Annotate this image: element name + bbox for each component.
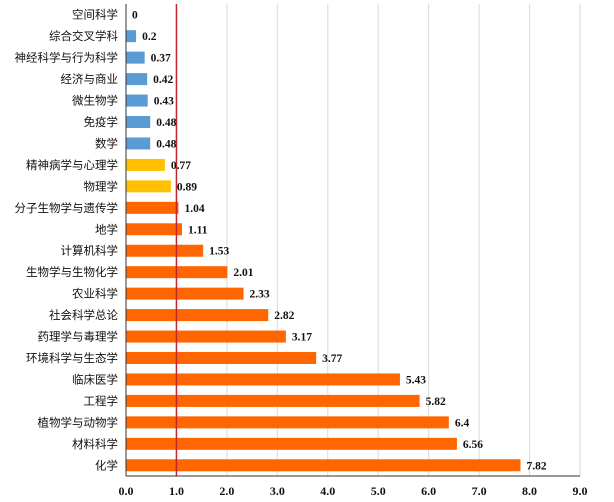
bar bbox=[126, 287, 244, 300]
labels-group: 0.0 1.0 2.0 3.0 4.0 5.0 6.0 7.0 8.0 9.0 空间科学 0 综合交叉学… bbox=[15, 8, 588, 498]
category-label: 数学 bbox=[95, 136, 118, 150]
value-label: 5.43 bbox=[406, 374, 426, 386]
value-label: 0.37 bbox=[151, 53, 171, 65]
x-tick-label: 7.0 bbox=[472, 484, 487, 498]
bar bbox=[126, 137, 151, 150]
category-label: 工程学 bbox=[84, 394, 119, 408]
value-label: 0.42 bbox=[153, 74, 173, 86]
category-label: 药理学与毒理学 bbox=[38, 330, 119, 344]
x-tick-label: 2.0 bbox=[219, 484, 234, 498]
category-label: 生物学与生物化学 bbox=[26, 265, 118, 279]
vertical-gridlines bbox=[175, 4, 581, 476]
value-label: 0.77 bbox=[171, 160, 191, 172]
value-label: 1.53 bbox=[209, 246, 229, 258]
category-label: 空间科学 bbox=[72, 8, 118, 22]
x-tick-label: 6.0 bbox=[421, 484, 436, 498]
bar bbox=[126, 73, 148, 86]
x-tick-label: 5.0 bbox=[371, 484, 386, 498]
category-label: 神经科学与行为科学 bbox=[15, 51, 119, 65]
category-label: 精神病学与心理学 bbox=[26, 158, 118, 172]
bar bbox=[126, 459, 521, 472]
category-label: 地学 bbox=[95, 222, 118, 236]
category-label: 物理学 bbox=[84, 179, 119, 193]
value-label: 3.17 bbox=[292, 332, 312, 344]
value-label: 6.56 bbox=[463, 439, 483, 451]
x-tick-label: 4.0 bbox=[320, 484, 335, 498]
bar bbox=[126, 309, 269, 322]
bar bbox=[126, 116, 151, 128]
bar bbox=[126, 244, 204, 257]
bar bbox=[126, 373, 400, 386]
value-label: 2.01 bbox=[233, 267, 253, 279]
category-label: 免疫学 bbox=[84, 115, 119, 129]
bars bbox=[126, 30, 521, 472]
bar bbox=[126, 158, 165, 171]
bar bbox=[126, 201, 179, 214]
bar bbox=[126, 437, 457, 450]
value-label: 3.77 bbox=[322, 353, 342, 365]
value-label: 1.11 bbox=[188, 224, 208, 236]
value-label: 2.82 bbox=[274, 310, 294, 322]
bar bbox=[126, 330, 286, 343]
x-tick-label: 8.0 bbox=[522, 484, 537, 498]
value-label: 5.82 bbox=[426, 396, 446, 408]
value-label: 0.48 bbox=[156, 138, 176, 150]
category-label: 经济与商业 bbox=[61, 72, 119, 86]
value-label: 6.4 bbox=[455, 417, 470, 429]
value-label: 0 bbox=[132, 10, 138, 22]
x-tick-label: 0.0 bbox=[119, 484, 134, 498]
category-label: 分子生物学与遗传学 bbox=[15, 201, 119, 215]
value-label: 1.04 bbox=[184, 203, 204, 215]
axis-group bbox=[125, 4, 580, 477]
value-label: 2.33 bbox=[250, 289, 270, 301]
bar bbox=[126, 352, 317, 364]
bar bbox=[126, 30, 137, 43]
bar bbox=[126, 416, 449, 429]
value-label: 7.82 bbox=[526, 460, 546, 472]
value-label: 0.43 bbox=[154, 96, 174, 108]
bar bbox=[126, 394, 420, 407]
category-label: 综合交叉学科 bbox=[49, 29, 118, 43]
value-label: 0.2 bbox=[142, 31, 157, 43]
bar bbox=[126, 223, 182, 236]
category-label: 计算机科学 bbox=[61, 244, 119, 258]
category-label: 微生物学 bbox=[72, 94, 118, 108]
category-label: 农业科学 bbox=[72, 287, 118, 301]
bar bbox=[126, 180, 171, 193]
category-label: 植物学与动物学 bbox=[38, 415, 119, 429]
category-label: 临床医学 bbox=[72, 372, 118, 386]
value-label: 0.89 bbox=[177, 181, 197, 193]
bar bbox=[126, 94, 148, 107]
category-label: 化学 bbox=[95, 458, 118, 472]
x-tick-label: 3.0 bbox=[270, 484, 285, 498]
category-label: 社会科学总论 bbox=[49, 308, 118, 322]
value-label: 0.48 bbox=[156, 117, 176, 129]
bar bbox=[126, 51, 145, 64]
x-tick-label: 1.0 bbox=[169, 484, 184, 498]
category-label: 环境科学与生态学 bbox=[26, 351, 118, 365]
x-tick-label: 9.0 bbox=[573, 484, 588, 498]
category-label: 材料科学 bbox=[72, 437, 118, 451]
